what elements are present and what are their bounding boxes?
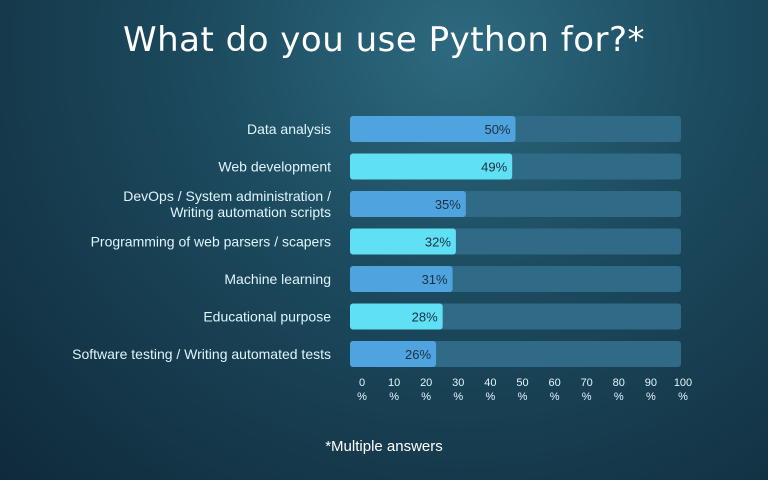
category-label: Software testing / Writing automated tes… <box>72 346 331 362</box>
x-tick-unit: % <box>453 391 463 403</box>
bar <box>350 303 443 330</box>
x-tick-label: 50 <box>516 377 528 389</box>
x-tick-unit: % <box>678 391 688 403</box>
bar <box>350 191 466 217</box>
category-label: DevOps / System administration / <box>123 188 331 204</box>
category-label: Machine learning <box>224 271 331 287</box>
bar-value-label: 26% <box>405 347 431 362</box>
bar <box>350 266 453 292</box>
bar <box>350 116 516 142</box>
x-tick-unit: % <box>486 391 496 403</box>
x-tick-unit: % <box>389 391 399 403</box>
bar <box>350 153 513 180</box>
x-tick-unit: % <box>550 391 560 403</box>
x-tick-label: 80 <box>613 377 625 389</box>
x-tick-label: 30 <box>452 377 464 389</box>
bar <box>350 341 437 367</box>
x-tick-label: 20 <box>420 377 432 389</box>
chart-title: What do you use Python for?* <box>122 20 646 60</box>
footnote: *Multiple answers <box>325 438 443 455</box>
x-tick-label: 90 <box>645 377 657 389</box>
category-label: Web development <box>218 159 331 175</box>
x-tick-unit: % <box>582 391 592 403</box>
x-tick-label: 40 <box>484 377 496 389</box>
category-label: Data analysis <box>247 121 331 137</box>
category-label: Educational purpose <box>203 309 331 325</box>
category-label: Programming of web parsers / scapers <box>91 234 331 250</box>
x-tick-label: 60 <box>548 377 560 389</box>
x-tick-unit: % <box>421 391 431 403</box>
x-tick-unit: % <box>357 391 367 403</box>
category-label: Writing automation scripts <box>170 204 331 220</box>
x-tick-unit: % <box>518 391 528 403</box>
bar-value-label: 50% <box>484 122 510 137</box>
x-tick-unit: % <box>646 391 656 403</box>
bar-value-label: 35% <box>435 197 461 212</box>
bar-value-label: 32% <box>425 235 451 250</box>
x-tick-label: 0 <box>359 377 365 389</box>
bar-value-label: 31% <box>422 272 448 287</box>
x-tick-label: 100 <box>674 377 692 389</box>
bar-value-label: 28% <box>412 310 438 325</box>
bar <box>350 228 456 255</box>
x-tick-unit: % <box>614 391 624 403</box>
x-tick-label: 70 <box>581 377 593 389</box>
x-tick-label: 10 <box>388 377 400 389</box>
bar-value-label: 49% <box>481 160 507 175</box>
